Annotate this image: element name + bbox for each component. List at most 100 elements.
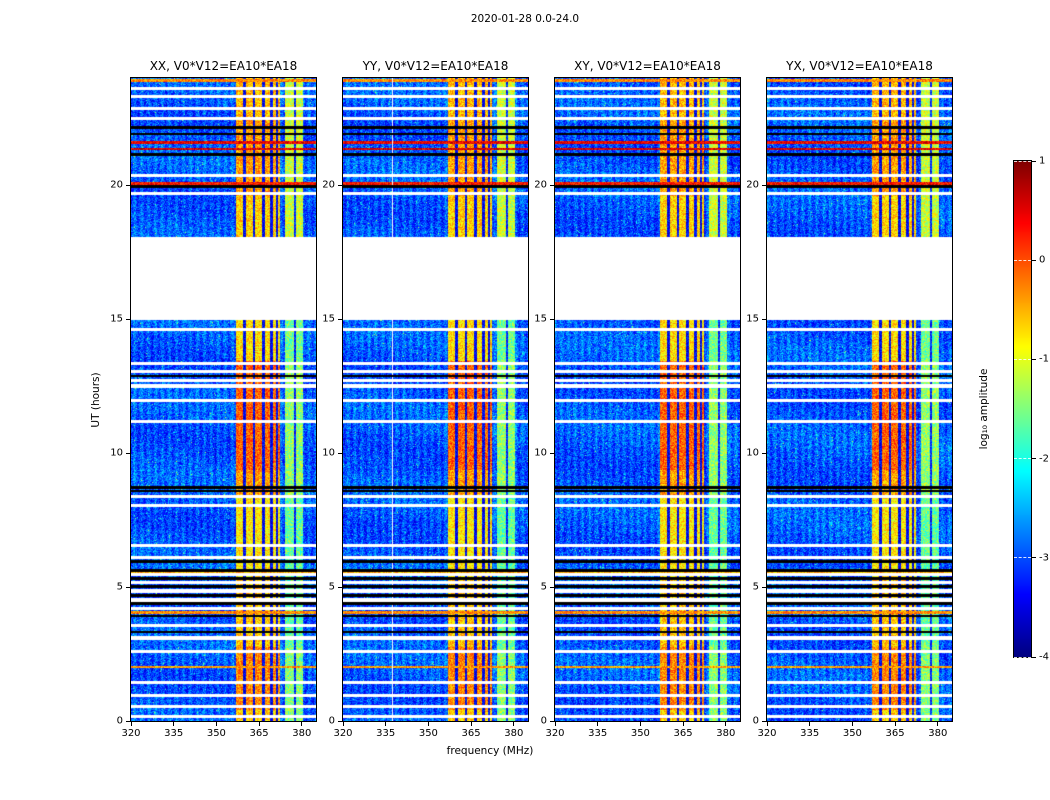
y-tick (762, 184, 766, 186)
colorbar-tick (1032, 259, 1036, 261)
x-tick-label: 350 (630, 728, 650, 739)
x-tick (682, 722, 684, 726)
y-tick (762, 720, 766, 722)
colorbar-dash (1014, 458, 1031, 460)
x-tick-label: 365 (673, 728, 693, 739)
y-tick-label: 15 (110, 313, 123, 325)
x-tick (725, 722, 727, 726)
colorbar-tick-label: -3 (1039, 552, 1049, 564)
y-tick-label: 0 (752, 715, 759, 727)
x-tick-label: 350 (418, 728, 438, 739)
y-tick (550, 720, 554, 722)
spectrogram-panel-yx: YX, V0*V12=EA10*EA18 320 335 350 365 380 0 5 10… (746, 59, 952, 739)
x-tick (301, 722, 303, 726)
y-tick-label: 15 (322, 313, 335, 325)
y-tick (762, 318, 766, 320)
colorbar-tick (1032, 656, 1036, 658)
y-tick (550, 184, 554, 186)
y-tick-label: 10 (110, 447, 123, 459)
y-tick-label: 20 (746, 179, 759, 191)
x-tick-label: 320 (757, 728, 777, 739)
y-tick-label: 20 (322, 179, 335, 191)
x-tick-label: 320 (545, 728, 565, 739)
y-tick (550, 586, 554, 588)
y-tick-label: 10 (322, 447, 335, 459)
colorbar-dash (1014, 259, 1031, 261)
x-tick-label: 335 (588, 728, 608, 739)
x-tick (173, 722, 175, 726)
x-tick (427, 722, 429, 726)
colorbar-tick-label: -2 (1039, 453, 1049, 465)
x-tick (385, 722, 387, 726)
y-tick-label: 0 (116, 715, 123, 727)
y-tick-label: 0 (540, 715, 547, 727)
colorbar-dash (1014, 557, 1031, 559)
x-tick-label: 365 (249, 728, 269, 739)
x-tick-label: 335 (376, 728, 396, 739)
colorbar-tick (1032, 358, 1036, 360)
x-tick (258, 722, 260, 726)
colorbar-tick (1032, 557, 1036, 559)
spectrogram-canvas-xx (131, 78, 316, 721)
panel-title-yx: YX, V0*V12=EA10*EA18 (786, 59, 933, 73)
spectrogram-canvas-yy (343, 78, 528, 721)
y-tick (338, 720, 342, 722)
x-tick-label: 335 (800, 728, 820, 739)
x-axis-label: frequency (MHz) (446, 745, 534, 757)
x-tick (470, 722, 472, 726)
colorbar-tick-label: 1 (1039, 155, 1046, 167)
colorbar-tick (1032, 458, 1036, 460)
y-tick (762, 452, 766, 454)
y-tick (126, 184, 130, 186)
x-tick (513, 722, 515, 726)
x-tick-label: 320 (333, 728, 353, 739)
y-tick (338, 452, 342, 454)
y-tick-label: 5 (328, 581, 335, 593)
y-tick-label: 5 (116, 581, 123, 593)
x-tick-label: 320 (121, 728, 141, 739)
y-tick-label: 20 (534, 179, 547, 191)
colorbar-dash (1014, 358, 1031, 360)
x-tick (342, 722, 344, 726)
y-tick (338, 586, 342, 588)
y-tick (550, 452, 554, 454)
y-tick-label: 10 (746, 447, 759, 459)
y-tick (126, 318, 130, 320)
x-tick (851, 722, 853, 726)
x-tick-label: 380 (716, 728, 736, 739)
panel-title-xy: XY, V0*V12=EA10*EA18 (574, 59, 721, 73)
spectrogram-panel-xy: XY, V0*V12=EA10*EA18 320 335 350 365 380 0 5 10… (534, 59, 740, 739)
y-tick-label: 15 (746, 313, 759, 325)
x-tick-label: 350 (842, 728, 862, 739)
y-tick (550, 318, 554, 320)
x-tick (639, 722, 641, 726)
panel-title-yy: YY, V0*V12=EA10*EA18 (362, 59, 509, 73)
x-tick (809, 722, 811, 726)
x-tick (937, 722, 939, 726)
spectrogram-panel-yy: YY, V0*V12=EA10*EA18 320 335 350 365 380 0 5 10… (322, 59, 528, 739)
panel-title-xx: XX, V0*V12=EA10*EA18 (149, 59, 298, 73)
x-tick (130, 722, 132, 726)
x-tick-label: 335 (164, 728, 184, 739)
x-tick (597, 722, 599, 726)
y-tick-label: 15 (534, 313, 547, 325)
y-tick (126, 586, 130, 588)
spectrogram-canvas-xy (555, 78, 740, 721)
colorbar-label: log₁₀ amplitude (978, 368, 990, 450)
y-tick (126, 452, 130, 454)
x-tick (766, 722, 768, 726)
x-tick (215, 722, 217, 726)
x-tick (894, 722, 896, 726)
spectrogram-panel-xx: XX, V0*V12=EA10*EA18 320 335 350 365 380 0 5 10… (110, 59, 316, 739)
colorbar-tick (1032, 160, 1036, 162)
colorbar-tick-label: -4 (1039, 651, 1049, 663)
x-tick-label: 365 (885, 728, 905, 739)
y-tick (126, 720, 130, 722)
x-tick-label: 350 (206, 728, 226, 739)
y-tick-label: 5 (540, 581, 547, 593)
y-tick (338, 318, 342, 320)
figure-title: 2020-01-28 0.0-24.0 (470, 13, 580, 25)
x-tick-label: 380 (504, 728, 524, 739)
colorbar-dash (1014, 656, 1031, 658)
